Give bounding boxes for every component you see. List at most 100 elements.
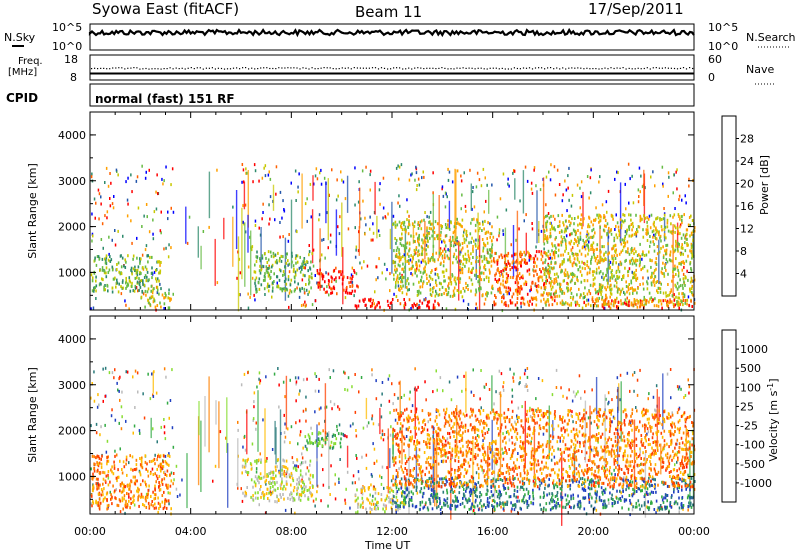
heatmap-cell	[491, 225, 493, 229]
heatmap-cell	[625, 280, 627, 284]
nave-point	[287, 67, 289, 69]
heatmap-cell	[98, 217, 100, 221]
heatmap-cell	[666, 372, 669, 376]
heatmap-cell	[162, 507, 165, 511]
heatmap-cell	[168, 243, 170, 247]
heatmap-cell	[316, 177, 319, 181]
heatmap-cell	[607, 391, 610, 395]
heatmap-cell	[617, 267, 620, 271]
nave-point	[450, 68, 452, 70]
heatmap-cell	[573, 222, 575, 226]
heatmap-cell	[283, 465, 286, 469]
heatmap-cell	[386, 299, 389, 303]
heatmap-cell	[491, 239, 493, 243]
heatmap-cell	[320, 499, 322, 503]
heatmap-cell	[159, 465, 162, 469]
heatmap-cell	[581, 260, 583, 264]
heatmap-cell	[459, 271, 462, 275]
heatmap-cell	[611, 275, 613, 279]
heatmap-cell	[579, 186, 581, 190]
heatmap-cell	[95, 499, 97, 503]
heatmap-cell	[480, 369, 482, 372]
heatmap-cell	[646, 224, 649, 228]
nave-point	[181, 67, 183, 69]
heatmap-cell	[563, 236, 565, 239]
heatmap-cell	[295, 261, 297, 265]
heatmap-cell	[507, 259, 509, 263]
nave-point	[589, 68, 591, 70]
cpid-label: CPID	[6, 91, 38, 105]
heatmap-cell	[410, 254, 412, 258]
heatmap-cell	[482, 220, 484, 224]
heatmap-cell	[456, 255, 458, 259]
nave-point	[646, 67, 648, 69]
heatmap-streak	[454, 168, 456, 243]
heatmap-cell	[650, 281, 653, 285]
heatmap-cell	[571, 278, 573, 282]
heatmap-cell	[102, 493, 104, 497]
heatmap-cell	[511, 400, 513, 404]
nave-point	[538, 67, 540, 69]
heatmap-cell	[269, 195, 272, 199]
heatmap-cell	[266, 267, 268, 271]
heatmap-streak	[324, 383, 327, 446]
heatmap-cell	[476, 434, 479, 437]
heatmap-cell	[484, 232, 487, 235]
heatmap-cell	[608, 304, 610, 308]
heatmap-cell	[643, 458, 645, 462]
heatmap-cell	[557, 214, 560, 218]
heatmap-streak	[232, 216, 234, 267]
heatmap-cell	[297, 465, 299, 469]
heatmap-cell	[402, 275, 405, 279]
heatmap-streak	[692, 234, 694, 257]
heatmap-cell	[658, 233, 660, 237]
heatmap-cell	[267, 270, 269, 274]
heatmap-cell	[669, 230, 672, 234]
heatmap-cell	[401, 280, 404, 284]
nave-point	[118, 67, 120, 69]
heatmap-cell	[275, 165, 278, 169]
heatmap-cell	[420, 279, 422, 283]
heatmap-cell	[570, 221, 572, 225]
heatmap-cell	[534, 282, 537, 286]
heatmap-cell	[119, 489, 121, 493]
heatmap-cell	[271, 265, 273, 269]
heatmap-cell	[489, 271, 491, 275]
heatmap-cell	[398, 252, 401, 256]
heatmap-cell	[149, 397, 152, 401]
heatmap-cell	[141, 289, 143, 293]
heatmap-cell	[160, 261, 162, 264]
heatmap-cell	[470, 480, 472, 484]
heatmap-cell	[107, 503, 110, 507]
heatmap-cell	[616, 275, 618, 278]
heatmap-streak	[241, 207, 243, 280]
heatmap-cell	[163, 505, 166, 509]
heatmap-cell	[244, 462, 247, 466]
heatmap-cell	[421, 219, 423, 223]
heatmap-cell	[423, 247, 425, 251]
heatmap-cell	[362, 298, 364, 302]
heatmap-cell	[614, 249, 616, 253]
heatmap-cell	[689, 262, 691, 266]
heatmap-cell	[179, 493, 181, 497]
heatmap-cell	[261, 264, 264, 268]
heatmap-cell	[665, 236, 667, 240]
heatmap-cell	[414, 178, 416, 182]
heatmap-cell	[660, 270, 663, 274]
heatmap-cell	[155, 279, 158, 283]
heatmap-cell	[565, 188, 568, 192]
heatmap-cell	[262, 494, 265, 498]
heatmap-cell	[151, 500, 153, 503]
heatmap-cell	[137, 289, 139, 293]
heatmap-cell	[677, 249, 679, 253]
heatmap-cell	[682, 272, 685, 276]
heatmap-cell	[620, 299, 622, 303]
heatmap-cell	[560, 270, 562, 274]
heatmap-streak	[227, 443, 229, 508]
nave-point	[553, 68, 555, 70]
heatmap-cell	[147, 488, 150, 492]
heatmap-cell	[562, 279, 565, 283]
heatmap-cell	[447, 248, 449, 252]
heatmap-cell	[460, 207, 462, 211]
heatmap-cell	[481, 229, 483, 232]
